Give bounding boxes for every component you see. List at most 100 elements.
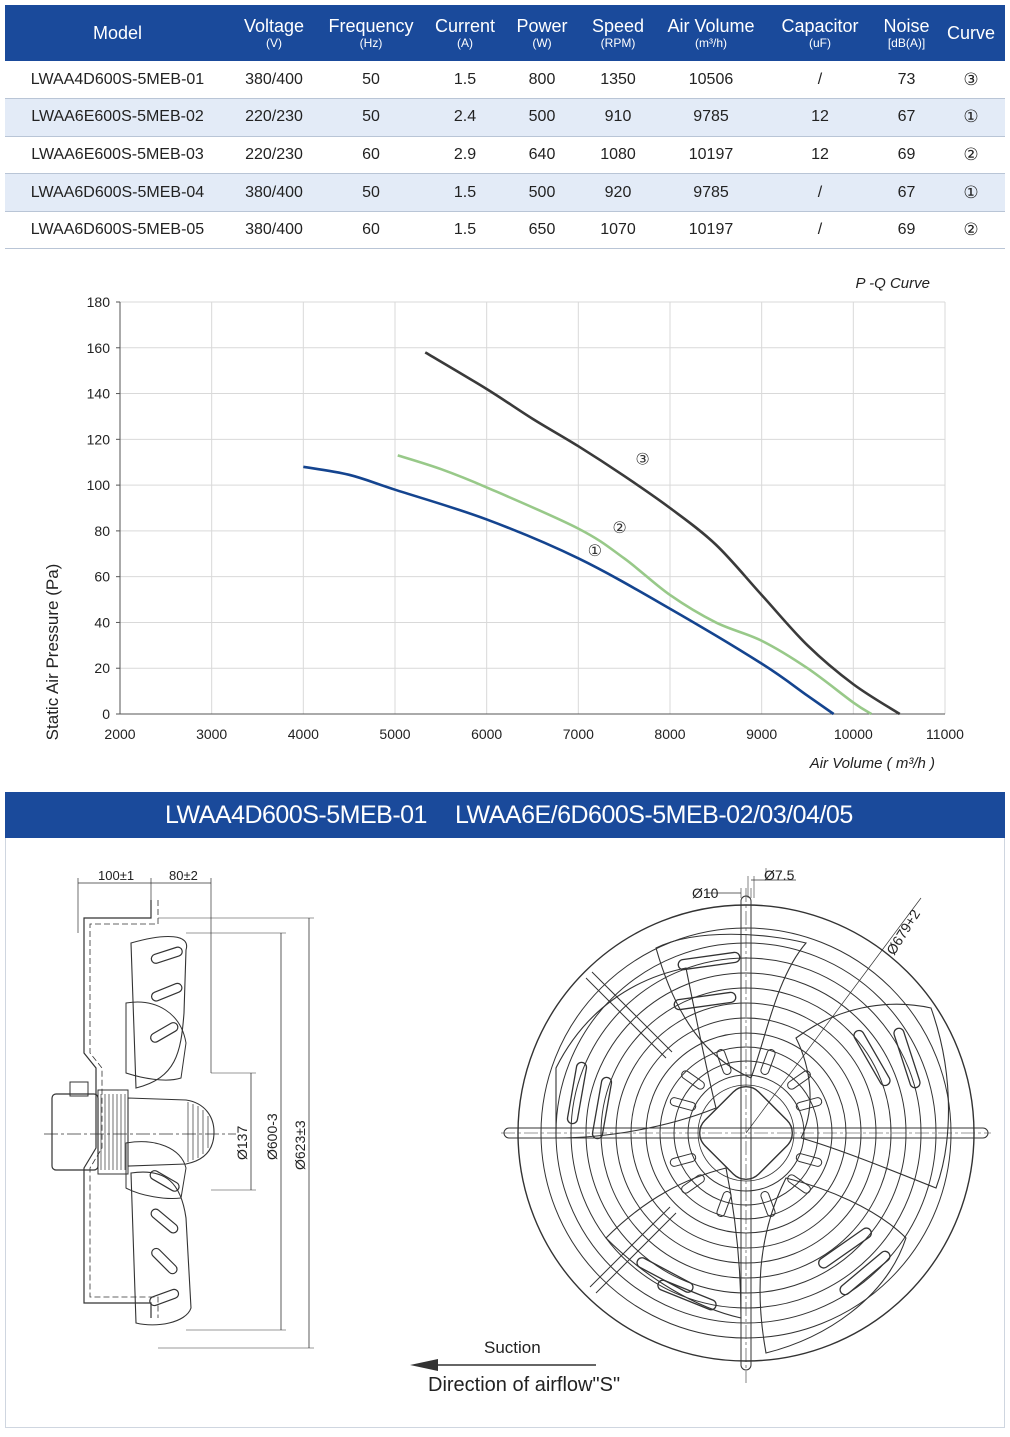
header-voltage: Voltage (V) [230,5,318,61]
y-tick-label: 80 [94,523,110,539]
dim-600-label: Ø600-3 [264,1113,280,1160]
dim-100-label: 100±1 [98,868,134,883]
x-tick-label: 7000 [563,726,594,742]
chart-x-axis-label: Air Volume ( m³/h ) [809,755,935,772]
cell-voltage: 380/400 [230,61,318,100]
cell-capacitor: / [764,173,876,212]
pq-chart-svg: 2000 3000 4000 5000 6000 7000 8000 9000 10000 110… [43,275,965,772]
series-line-2 [397,454,873,716]
y-tick-label: 60 [94,569,110,585]
header-curve: Curve [937,5,1005,61]
side-view-dimension-labels: 100±1 80±2 Ø137 Ø600-3 Ø623±3 [98,868,308,1170]
banner-left-model: LWAA4D600S-5MEB-01 [165,801,427,829]
chart-axes: 2000 3000 4000 5000 6000 7000 8000 9000 10000 110… [87,294,965,742]
cell-power: 640 [506,136,578,175]
chart-y-axis-label: Static Air Pressure (Pa) [43,564,62,741]
table-row: LWAA6D600S-5MEB-04 380/400 50 1.5 500 920 9785… [5,173,1005,212]
cell-curve: ③ [937,61,1005,100]
suction-label: Suction [484,1338,541,1357]
cell-noise: 67 [876,98,937,137]
header-model: Model [5,5,230,61]
cell-frequency: 50 [318,61,424,100]
drawings-svg: 100±1 80±2 Ø137 Ø600-3 Ø623±3 [44,867,991,1396]
header-noise: Noise [dB(A)] [876,5,937,61]
x-tick-label: 8000 [654,726,685,742]
model-banner: LWAA4D600S-5MEB-01 LWAA6E/6D600S-5MEB-02… [5,792,1005,838]
spec-table: Model Voltage (V) Frequency (Hz) Current (A… [5,5,1005,250]
chart-curve-labels: ③ ②① [588,450,650,561]
x-tick-label: 6000 [471,726,502,742]
cell-capacitor: / [764,61,876,100]
table-body: LWAA4D600S-5MEB-01 380/400 50 1.5 800 1350 105… [5,61,1005,250]
header-current: Current (A) [424,5,506,61]
curve-label: ② [612,518,626,537]
cell-current: 1.5 [424,61,506,100]
cell-speed: 1350 [578,61,658,100]
cell-current: 2.4 [424,98,506,137]
y-tick-label: 20 [94,660,110,676]
y-tick-label: 100 [87,477,111,493]
cell-frequency: 60 [318,136,424,175]
x-tick-label: 10000 [834,726,873,742]
airflow-arrow-head [410,1359,438,1371]
table-header-row: Model Voltage (V) Frequency (Hz) Current (A… [5,5,1005,61]
cell-frequency: 60 [318,211,424,250]
cell-voltage: 380/400 [230,173,318,212]
header-capacitor: Capacitor (uF) [764,5,876,61]
cell-power: 800 [506,61,578,100]
cell-curve: ② [937,211,1005,250]
table-row: LWAA4D600S-5MEB-01 380/400 50 1.5 800 1350 105… [5,61,1005,100]
table-row: LWAA6E600S-5MEB-02 220/230 50 2.4 500 910 9785… [5,98,1005,137]
cell-air-volume: 10506 [658,61,764,100]
dim-679-label: Ø679+2 [883,906,923,957]
front-view-drawing [501,868,991,1383]
cell-speed: 920 [578,173,658,212]
dim-80-label: 80±2 [169,868,198,883]
pq-chart: 2000 3000 4000 5000 6000 7000 8000 9000 10000 110… [5,250,1005,790]
cell-model: LWAA6D600S-5MEB-05 [5,211,230,250]
cell-frequency: 50 [318,98,424,137]
cell-speed: 1080 [578,136,658,175]
y-tick-label: 160 [87,340,111,356]
x-tick-label: 3000 [196,726,227,742]
dim-10-label: Ø10 [692,885,719,901]
banner-right-model: LWAA6E/6D600S-5MEB-02/03/04/05 [455,801,853,829]
x-tick-label: 4000 [288,726,319,742]
cell-power: 650 [506,211,578,250]
cell-curve: ① [937,98,1005,137]
cell-air-volume: 10197 [658,136,764,175]
x-tick-label: 9000 [746,726,777,742]
cell-air-volume: 10197 [658,211,764,250]
cell-noise: 69 [876,136,937,175]
y-tick-label: 120 [87,431,111,447]
header-frequency: Frequency (Hz) [318,5,424,61]
curve-label: ③ [635,450,649,469]
cell-capacitor: 12 [764,98,876,137]
series-line-1 [303,465,835,716]
airflow-direction-label: Direction of airflow"S" [428,1374,620,1396]
x-tick-label: 5000 [379,726,410,742]
cell-curve: ① [937,173,1005,212]
cell-speed: 1070 [578,211,658,250]
y-tick-label: 180 [87,294,111,310]
cell-curve: ② [937,136,1005,175]
cell-capacitor: 12 [764,136,876,175]
header-air-volume: Air Volume (m³/h) [658,5,764,61]
cell-model: LWAA6E600S-5MEB-03 [5,136,230,175]
cell-voltage: 220/230 [230,136,318,175]
cell-power: 500 [506,173,578,212]
side-view-drawing [44,878,314,1349]
cell-current: 2.9 [424,136,506,175]
y-tick-label: 0 [102,706,110,722]
cell-model: LWAA6D600S-5MEB-04 [5,173,230,212]
cell-air-volume: 9785 [658,173,764,212]
series-line-3 [424,351,901,716]
table-row: LWAA6D600S-5MEB-05 380/400 60 1.5 650 1070 101… [5,211,1005,250]
y-tick-label: 140 [87,386,111,402]
chart-title: P -Q Curve [856,275,930,292]
curve-label: ① [588,541,602,560]
header-power: Power (W) [506,5,578,61]
cell-speed: 910 [578,98,658,137]
table-row: LWAA6E600S-5MEB-03 220/230 60 2.9 640 1080 101… [5,136,1005,175]
header-speed: Speed (RPM) [578,5,658,61]
